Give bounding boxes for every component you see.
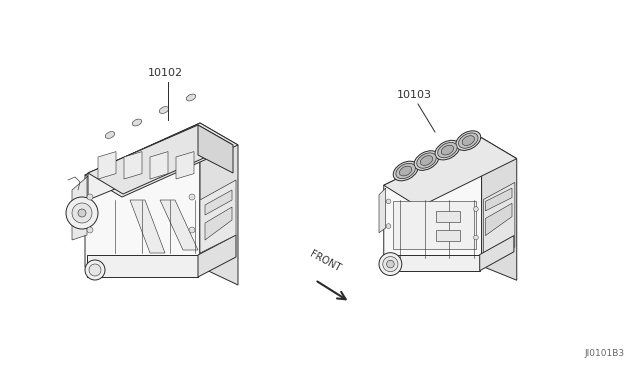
Polygon shape <box>150 152 168 179</box>
Polygon shape <box>176 152 194 179</box>
Polygon shape <box>160 200 198 250</box>
Polygon shape <box>88 125 233 194</box>
Ellipse shape <box>393 161 418 181</box>
Ellipse shape <box>132 119 141 126</box>
Polygon shape <box>436 211 460 222</box>
Circle shape <box>379 253 402 276</box>
Ellipse shape <box>438 142 457 158</box>
Polygon shape <box>87 255 198 277</box>
Polygon shape <box>483 182 515 259</box>
Circle shape <box>66 197 98 229</box>
Text: JI0101B3: JI0101B3 <box>585 349 625 358</box>
Polygon shape <box>98 152 116 179</box>
Polygon shape <box>393 201 476 249</box>
Polygon shape <box>485 188 512 211</box>
Circle shape <box>89 264 101 276</box>
Circle shape <box>87 227 93 233</box>
Polygon shape <box>485 203 512 235</box>
Circle shape <box>87 194 93 200</box>
Circle shape <box>189 194 195 200</box>
Polygon shape <box>205 190 232 215</box>
Ellipse shape <box>399 166 412 176</box>
Polygon shape <box>85 123 238 197</box>
Text: FRONT: FRONT <box>308 248 342 273</box>
Circle shape <box>474 206 478 211</box>
Text: 10102: 10102 <box>148 68 183 78</box>
Ellipse shape <box>441 145 454 155</box>
Polygon shape <box>386 254 480 271</box>
Circle shape <box>474 235 478 240</box>
Polygon shape <box>482 138 516 280</box>
Circle shape <box>85 260 105 280</box>
Polygon shape <box>205 207 232 240</box>
Ellipse shape <box>186 94 196 101</box>
Polygon shape <box>384 138 482 266</box>
Ellipse shape <box>458 133 478 148</box>
Circle shape <box>386 199 391 204</box>
Polygon shape <box>124 152 142 179</box>
Circle shape <box>189 227 195 233</box>
Polygon shape <box>198 125 233 173</box>
Ellipse shape <box>396 163 415 179</box>
Polygon shape <box>379 188 386 233</box>
Polygon shape <box>85 123 200 267</box>
Ellipse shape <box>456 131 481 150</box>
Polygon shape <box>130 200 165 253</box>
Ellipse shape <box>106 132 115 138</box>
Polygon shape <box>480 235 514 271</box>
Circle shape <box>386 224 391 228</box>
Polygon shape <box>88 125 198 200</box>
Polygon shape <box>200 180 236 253</box>
Circle shape <box>387 260 394 268</box>
Ellipse shape <box>462 136 474 145</box>
Polygon shape <box>198 235 236 277</box>
Polygon shape <box>200 123 238 285</box>
Circle shape <box>78 209 86 217</box>
Ellipse shape <box>417 153 436 168</box>
Ellipse shape <box>414 151 439 170</box>
Polygon shape <box>436 230 460 241</box>
Polygon shape <box>72 177 87 240</box>
Polygon shape <box>384 138 516 207</box>
Ellipse shape <box>420 155 433 166</box>
Ellipse shape <box>435 140 460 160</box>
Ellipse shape <box>159 106 169 113</box>
Text: 10103: 10103 <box>397 90 432 100</box>
Circle shape <box>383 257 398 272</box>
Circle shape <box>72 203 92 223</box>
